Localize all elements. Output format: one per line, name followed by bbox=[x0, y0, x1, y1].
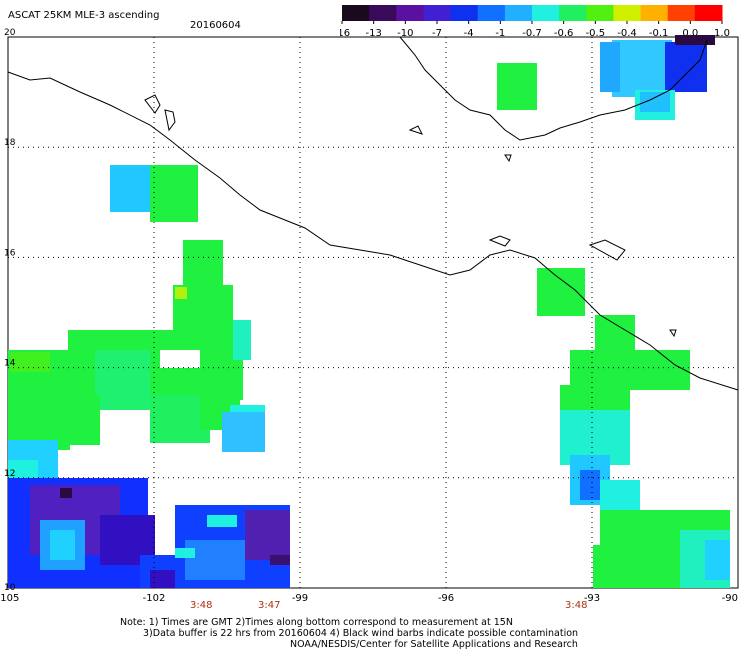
colorbar-cell bbox=[504, 5, 533, 21]
product-title: ASCAT 25KM MLE-3 ascending bbox=[8, 10, 160, 21]
colorbar-tick-label: -13 bbox=[365, 28, 381, 39]
colorbar-tick-label: -10 bbox=[397, 28, 413, 39]
colorbar-cell bbox=[423, 5, 452, 21]
latitude-label: 10 bbox=[4, 583, 16, 593]
time-label-3: 3:48 bbox=[565, 600, 588, 611]
time-label-1: 3:48 bbox=[190, 600, 213, 611]
colorbar-cell bbox=[369, 5, 397, 21]
coastline-north bbox=[399, 36, 708, 141]
latitude-labels: 20 18 16 14 12 10 bbox=[4, 28, 16, 593]
longitude-label: -102 bbox=[143, 593, 166, 604]
time-label-2: 3:47 bbox=[258, 600, 281, 611]
longitude-label: -96 bbox=[438, 593, 454, 604]
colorbar-cell bbox=[342, 5, 370, 21]
colorbar-cell bbox=[396, 5, 424, 21]
longitude-label: -93 bbox=[584, 593, 600, 604]
color-scale-bar: -16 -13 -10 -7 -4 -1 -0.7 -0.6 -0.5 -0.4 -0.1 0.0 1.… bbox=[340, 5, 730, 39]
colorbar-tick-label: -4 bbox=[464, 28, 474, 39]
colorbar-cell bbox=[667, 5, 696, 21]
colorbar-tick-label: -0.1 bbox=[649, 28, 669, 39]
note-line-3: NOAA/NESDIS/Center for Satellite Applica… bbox=[290, 639, 578, 650]
coastline bbox=[7, 71, 739, 391]
islands bbox=[144, 94, 677, 338]
longitude-labels: -105 -102 -99 -96 -93 -90 bbox=[0, 593, 738, 604]
colorbar-cell bbox=[532, 5, 560, 21]
colorbar-cell bbox=[613, 5, 642, 21]
note-line-1: Note: 1) Times are GMT 2)Times along bot… bbox=[120, 617, 513, 628]
longitude-label: -99 bbox=[292, 593, 308, 604]
product-date: 20160604 bbox=[190, 20, 241, 31]
colorbar-tick-label: 0.0 bbox=[682, 28, 698, 39]
colorbar-tick-label: -0.7 bbox=[522, 28, 542, 39]
colorbar-tick-label: -0.5 bbox=[586, 28, 606, 39]
colorbar-ticks: -16 -13 -10 -7 -4 -1 -0.7 -0.6 -0.5 -0.4 -0.1 0.0 1.… bbox=[340, 21, 730, 39]
colorbar-tick-label: -0.4 bbox=[617, 28, 637, 39]
colorbar-tick-label: 1.0 bbox=[714, 28, 730, 39]
longitude-label: -105 bbox=[0, 593, 19, 604]
colorbar-tick-label: -7 bbox=[432, 28, 442, 39]
colorbar-tick-label: -0.6 bbox=[554, 28, 574, 39]
latitude-label: 14 bbox=[4, 359, 16, 369]
note-line-2: 3)Data buffer is 22 hrs from 20160604 4)… bbox=[143, 628, 579, 639]
colorbar-cells bbox=[342, 5, 723, 21]
graticule bbox=[8, 37, 738, 588]
colorbar-cell bbox=[559, 5, 587, 21]
latitude-label: 12 bbox=[4, 469, 15, 479]
colorbar-cell bbox=[477, 5, 506, 21]
colorbar-cell bbox=[640, 5, 669, 21]
latitude-label: 18 bbox=[4, 138, 16, 148]
latitude-label: 16 bbox=[4, 248, 16, 258]
colorbar-cell bbox=[694, 5, 723, 21]
longitude-label: -90 bbox=[722, 593, 738, 604]
colorbar-cell bbox=[586, 5, 614, 21]
colorbar-cell bbox=[450, 5, 479, 21]
latitude-label: 20 bbox=[4, 28, 16, 38]
colorbar-tick-label: -1 bbox=[495, 28, 505, 39]
data-pixels bbox=[8, 35, 730, 588]
colorbar-tick-label: -16 bbox=[340, 28, 350, 39]
